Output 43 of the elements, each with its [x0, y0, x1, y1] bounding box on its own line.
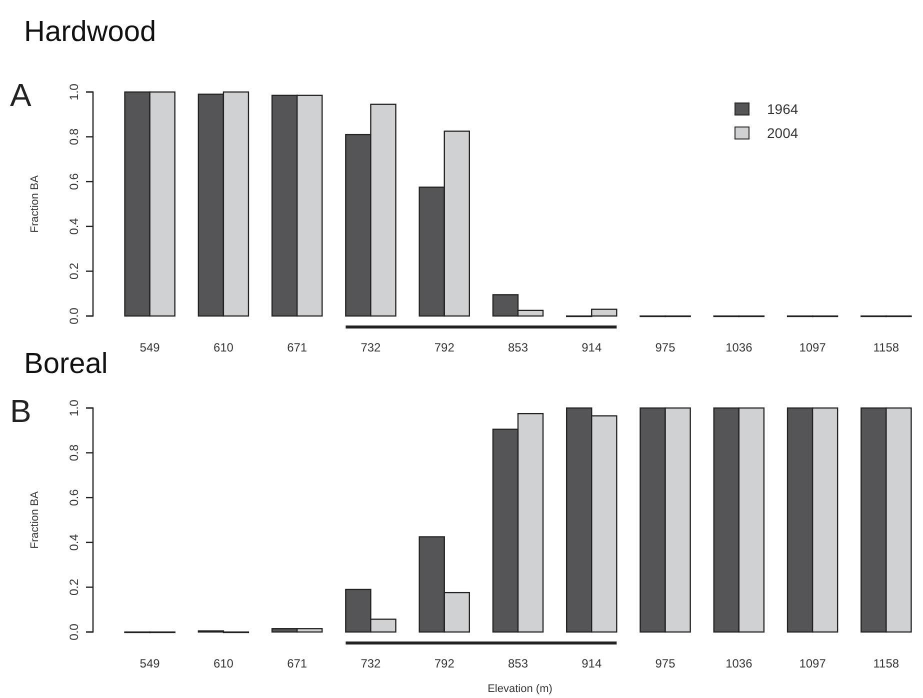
x-tick-label: 732	[360, 656, 382, 671]
text: B	[10, 393, 32, 429]
y-tick-label: 0.4	[67, 218, 82, 235]
y-axis-title: Fraction BA	[29, 490, 41, 549]
legend-label: 1964	[767, 101, 798, 117]
y-tick-label: 0.2	[67, 262, 82, 280]
x-tick-label: 1158	[873, 656, 900, 671]
y-tick-label: 0.0	[67, 307, 82, 324]
x-tick-label: 1097	[799, 656, 826, 671]
x-tick-label: 914	[582, 340, 602, 355]
legend-label: 2004	[767, 125, 798, 141]
x-tick-label: 610	[213, 656, 234, 671]
x-tick-label: 671	[287, 340, 308, 355]
y-tick-label: 0.6	[67, 172, 82, 190]
y-axis-title: Fraction BA	[29, 174, 41, 233]
y-tick-label: 0.2	[67, 578, 82, 596]
y-tick-label: 0.6	[67, 488, 82, 506]
x-tick-label: 792	[434, 340, 455, 355]
text: A	[10, 77, 32, 113]
x-tick-label: 853	[508, 340, 528, 355]
x-tick-label: 1158	[873, 340, 900, 355]
x-tick-label: 792	[434, 656, 455, 671]
chart-title: Hardwood	[24, 16, 156, 48]
x-tick-label: 975	[655, 340, 676, 355]
x-tick-label: 671	[287, 656, 308, 671]
x-tick-label: 914	[582, 656, 602, 671]
x-tick-label: 1036	[726, 656, 753, 671]
x-tick-label: 732	[360, 340, 382, 355]
y-tick-label: 1.0	[67, 399, 82, 416]
x-tick-label: 610	[213, 340, 234, 355]
y-tick-label: 0.8	[67, 128, 82, 146]
y-tick-label: 0.8	[67, 444, 82, 462]
y-tick-label: 0.0	[67, 623, 82, 640]
y-tick-label: 1.0	[67, 83, 82, 100]
y-tick-label: 0.4	[67, 534, 82, 551]
x-tick-label: 1097	[799, 340, 826, 355]
x-tick-label: 549	[140, 656, 160, 671]
x-tick-label: 975	[655, 656, 676, 671]
chart-title: Boreal	[24, 348, 108, 380]
x-tick-label: 1036	[726, 340, 753, 355]
x-tick-label: 853	[508, 656, 528, 671]
x-axis-title: Elevation (m)	[488, 683, 552, 695]
x-tick-label: 549	[140, 340, 160, 355]
